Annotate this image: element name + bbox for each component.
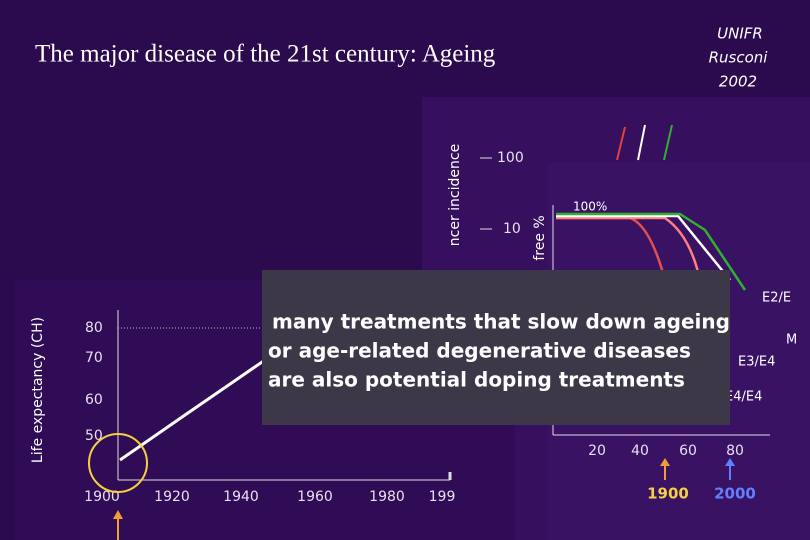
tick-label: 1940 (223, 489, 259, 505)
curve-label: E3/E4 (738, 355, 775, 370)
tick-label: 1900 (84, 489, 120, 505)
tick-label: 1980 (369, 489, 405, 505)
curve (556, 214, 731, 281)
overlay-text: or age-related degenerative diseases (268, 339, 691, 363)
arrow-head (725, 458, 735, 466)
tick-label: 50 (85, 428, 103, 444)
curve-label: E2/E (762, 291, 791, 306)
overlay-text: are also potential doping treatments (268, 368, 685, 392)
tick-label: 60 (85, 392, 103, 408)
slide-title: The major disease of the 21st century: A… (35, 41, 496, 68)
tick-label: 60 (679, 443, 697, 459)
axis-label: free % (532, 215, 548, 260)
curve-label: E4/E4 (725, 390, 762, 405)
overlay-text: many treatments that slow down ageing (272, 310, 730, 334)
credit: 2002 (719, 73, 757, 91)
year-label: 2000 (714, 485, 756, 503)
curve (556, 212, 747, 291)
tick-label: 199 (429, 489, 456, 505)
curve (663, 124, 673, 161)
tick-label: 10 (503, 221, 521, 237)
year-label: 1900 (647, 485, 689, 503)
highlight-circle (88, 433, 148, 493)
tick-label: 1920 (154, 489, 190, 505)
tick-label: 20 (588, 443, 606, 459)
tick-label: 1960 (297, 489, 333, 505)
axis-label: ncer incidence (447, 144, 463, 246)
arrow-head (660, 458, 670, 466)
arrow-head (113, 510, 123, 519)
tick-label: 80 (726, 443, 744, 459)
curve (616, 126, 626, 161)
tick-label: 80 (85, 320, 103, 336)
axis-label: Life expectancy (CH) (30, 317, 46, 463)
overlay-box (262, 270, 730, 425)
tick-label: 100 (497, 150, 524, 166)
credit: UNIFR (717, 25, 763, 43)
tick-label: 70 (85, 350, 103, 366)
tick-label: 40 (631, 443, 649, 459)
curve (637, 124, 646, 161)
curve-label: M (786, 333, 797, 348)
credit: Rusconi (709, 49, 769, 67)
tick-label: 100% (573, 200, 607, 214)
